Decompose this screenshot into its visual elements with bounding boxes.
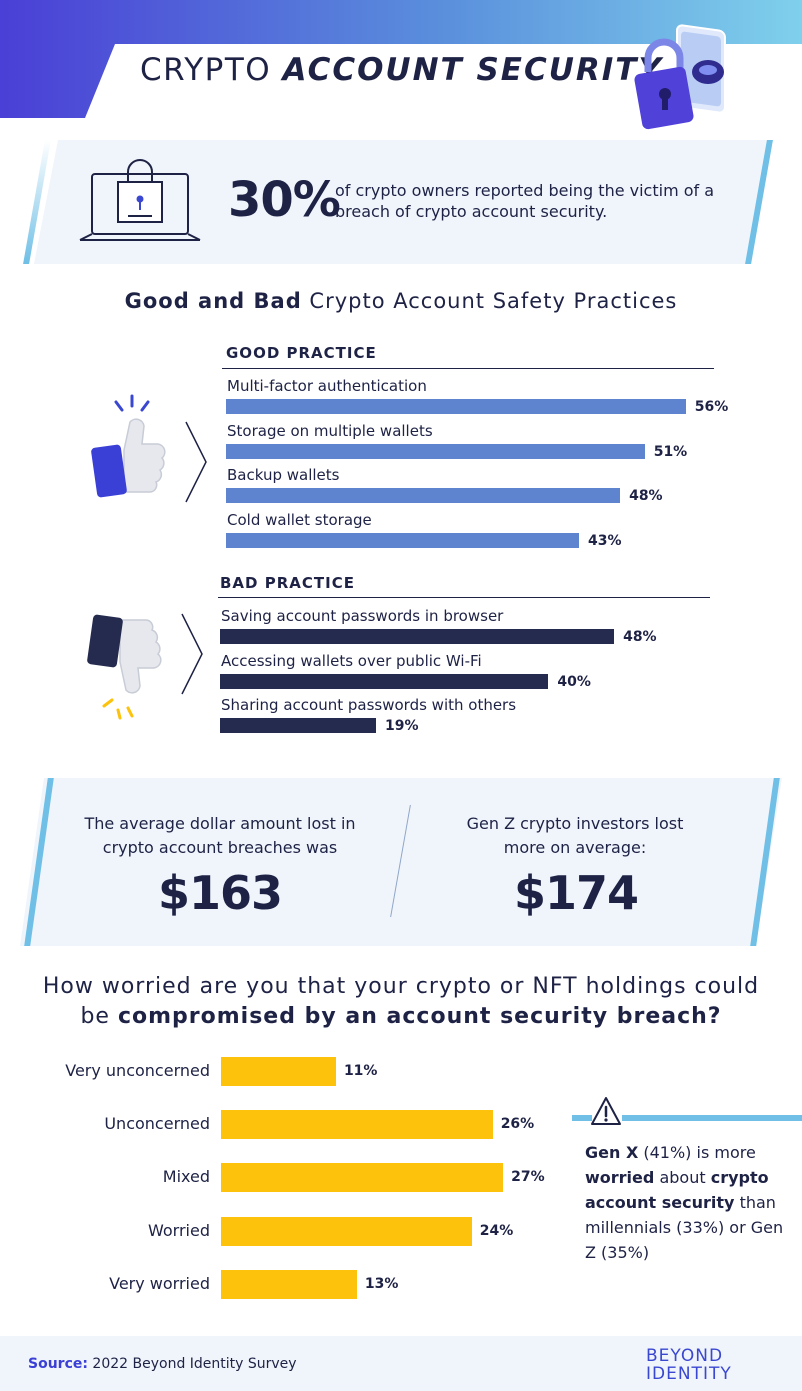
worry-label: Very worried <box>109 1273 210 1293</box>
genz-loss-amount: $174 <box>513 866 639 920</box>
bar-label: Storage on multiple wallets <box>227 421 433 440</box>
page-title: CRYPTO ACCOUNT SECURITY <box>140 52 663 88</box>
title-bold: ACCOUNT SECURITY <box>282 52 663 88</box>
bar <box>226 532 580 548</box>
stat-percent: 30% <box>228 172 341 228</box>
callout-line-right <box>622 1115 802 1121</box>
worry-value: 13% <box>364 1275 399 1292</box>
bar <box>226 488 621 504</box>
practices-title-bold: Good and Bad <box>124 289 302 313</box>
question-line2-bold: compromised by an account security breac… <box>117 1004 722 1029</box>
bar-label: Accessing wallets over public Wi-Fi <box>221 651 482 670</box>
worry-bar <box>221 1269 357 1299</box>
loss-panel <box>20 778 782 946</box>
bar-value: 56% <box>694 399 729 415</box>
practices-title-light: Crypto Account Safety Practices <box>309 289 678 313</box>
warning-icon <box>591 1097 621 1125</box>
gen-x-callout: Gen X (41%) is more worried about crypto… <box>585 1140 785 1265</box>
bar-label: Backup wallets <box>227 466 340 485</box>
lock-phone-icon <box>634 24 726 130</box>
worry-question: How worried are you that your crypto or … <box>0 972 802 1032</box>
bar-label: Cold wallet storage <box>227 510 372 529</box>
good-practice-heading: GOOD PRACTICE <box>226 344 377 362</box>
bad-practice-rule <box>218 597 710 598</box>
bar-value: 43% <box>588 532 622 549</box>
chevron-right-icon <box>181 613 203 695</box>
laptop-lock-icon <box>79 159 201 241</box>
worry-bar <box>221 1057 336 1086</box>
bar <box>220 673 549 689</box>
good-practice-rule <box>222 368 714 369</box>
title-light: CRYPTO <box>140 52 272 88</box>
logo-line1: BEYOND <box>646 1346 724 1366</box>
thumbs-up-icon <box>91 394 166 498</box>
bar-value: 51% <box>653 443 688 460</box>
callout-text-1: (41%) is more <box>643 1143 756 1162</box>
callout-genx: Gen X <box>585 1143 639 1162</box>
worry-bar <box>221 1110 493 1140</box>
worry-value: 27% <box>511 1169 545 1186</box>
bar-label: Saving account passwords in browser <box>221 607 504 625</box>
callout-worried: worried <box>585 1168 655 1187</box>
worry-bar <box>221 1216 472 1246</box>
logo-line2: IDENTITY <box>646 1364 732 1384</box>
brand-logo: BEYOND IDENTITY <box>646 1347 766 1383</box>
worry-value: 26% <box>500 1116 535 1133</box>
question-line1: How worried are you that your crypto or … <box>42 974 760 999</box>
bad-practice-heading: BAD PRACTICE <box>220 574 355 592</box>
callout-line-left <box>572 1115 592 1121</box>
chevron-right-icon <box>185 421 207 503</box>
thumbs-down-icon <box>87 614 162 720</box>
bar-value: 48% <box>623 629 657 645</box>
avg-loss-text: The average dollar amount lost in crypto… <box>84 814 356 857</box>
callout-crypto-security: crypto account security <box>585 1168 769 1212</box>
source-text: 2022 Beyond Identity Survey <box>92 1356 297 1372</box>
question-line2-light: be <box>80 1004 110 1029</box>
worry-value: 11% <box>343 1063 378 1079</box>
source: Source: 2022 Beyond Identity Survey <box>28 1356 297 1372</box>
source-label: Source: <box>28 1356 88 1372</box>
bar-value: 40% <box>557 673 591 690</box>
worry-label: Mixed <box>162 1167 210 1187</box>
bar <box>220 718 376 733</box>
bar <box>226 443 645 459</box>
bar-value: 48% <box>629 488 663 505</box>
bar-label: Sharing account passwords with others <box>221 696 517 714</box>
bar-value: 19% <box>384 718 419 734</box>
practices-title: Good and Bad Crypto Account Safety Pract… <box>0 289 802 313</box>
question-line2: be compromised by an account security br… <box>0 1002 802 1032</box>
bar <box>220 629 615 644</box>
footer <box>0 1336 802 1391</box>
bar-label: Multi-factor authentication <box>227 377 427 395</box>
callout-text-2: about <box>659 1168 706 1187</box>
worry-label: Unconcerned <box>104 1114 210 1134</box>
worry-value: 24% <box>479 1222 514 1239</box>
genz-loss-text: Gen Z crypto investors lost more on aver… <box>466 814 684 857</box>
stat-text: of crypto owners reported being the vict… <box>335 181 715 221</box>
worry-bar <box>221 1163 504 1193</box>
callout-text-3: than millennials (33%) or Gen Z (35%) <box>585 1193 784 1262</box>
avg-loss-amount: $163 <box>157 866 283 920</box>
worry-label: Worried <box>148 1220 210 1240</box>
worry-label: Very unconcerned <box>65 1061 210 1080</box>
bar <box>226 399 686 414</box>
